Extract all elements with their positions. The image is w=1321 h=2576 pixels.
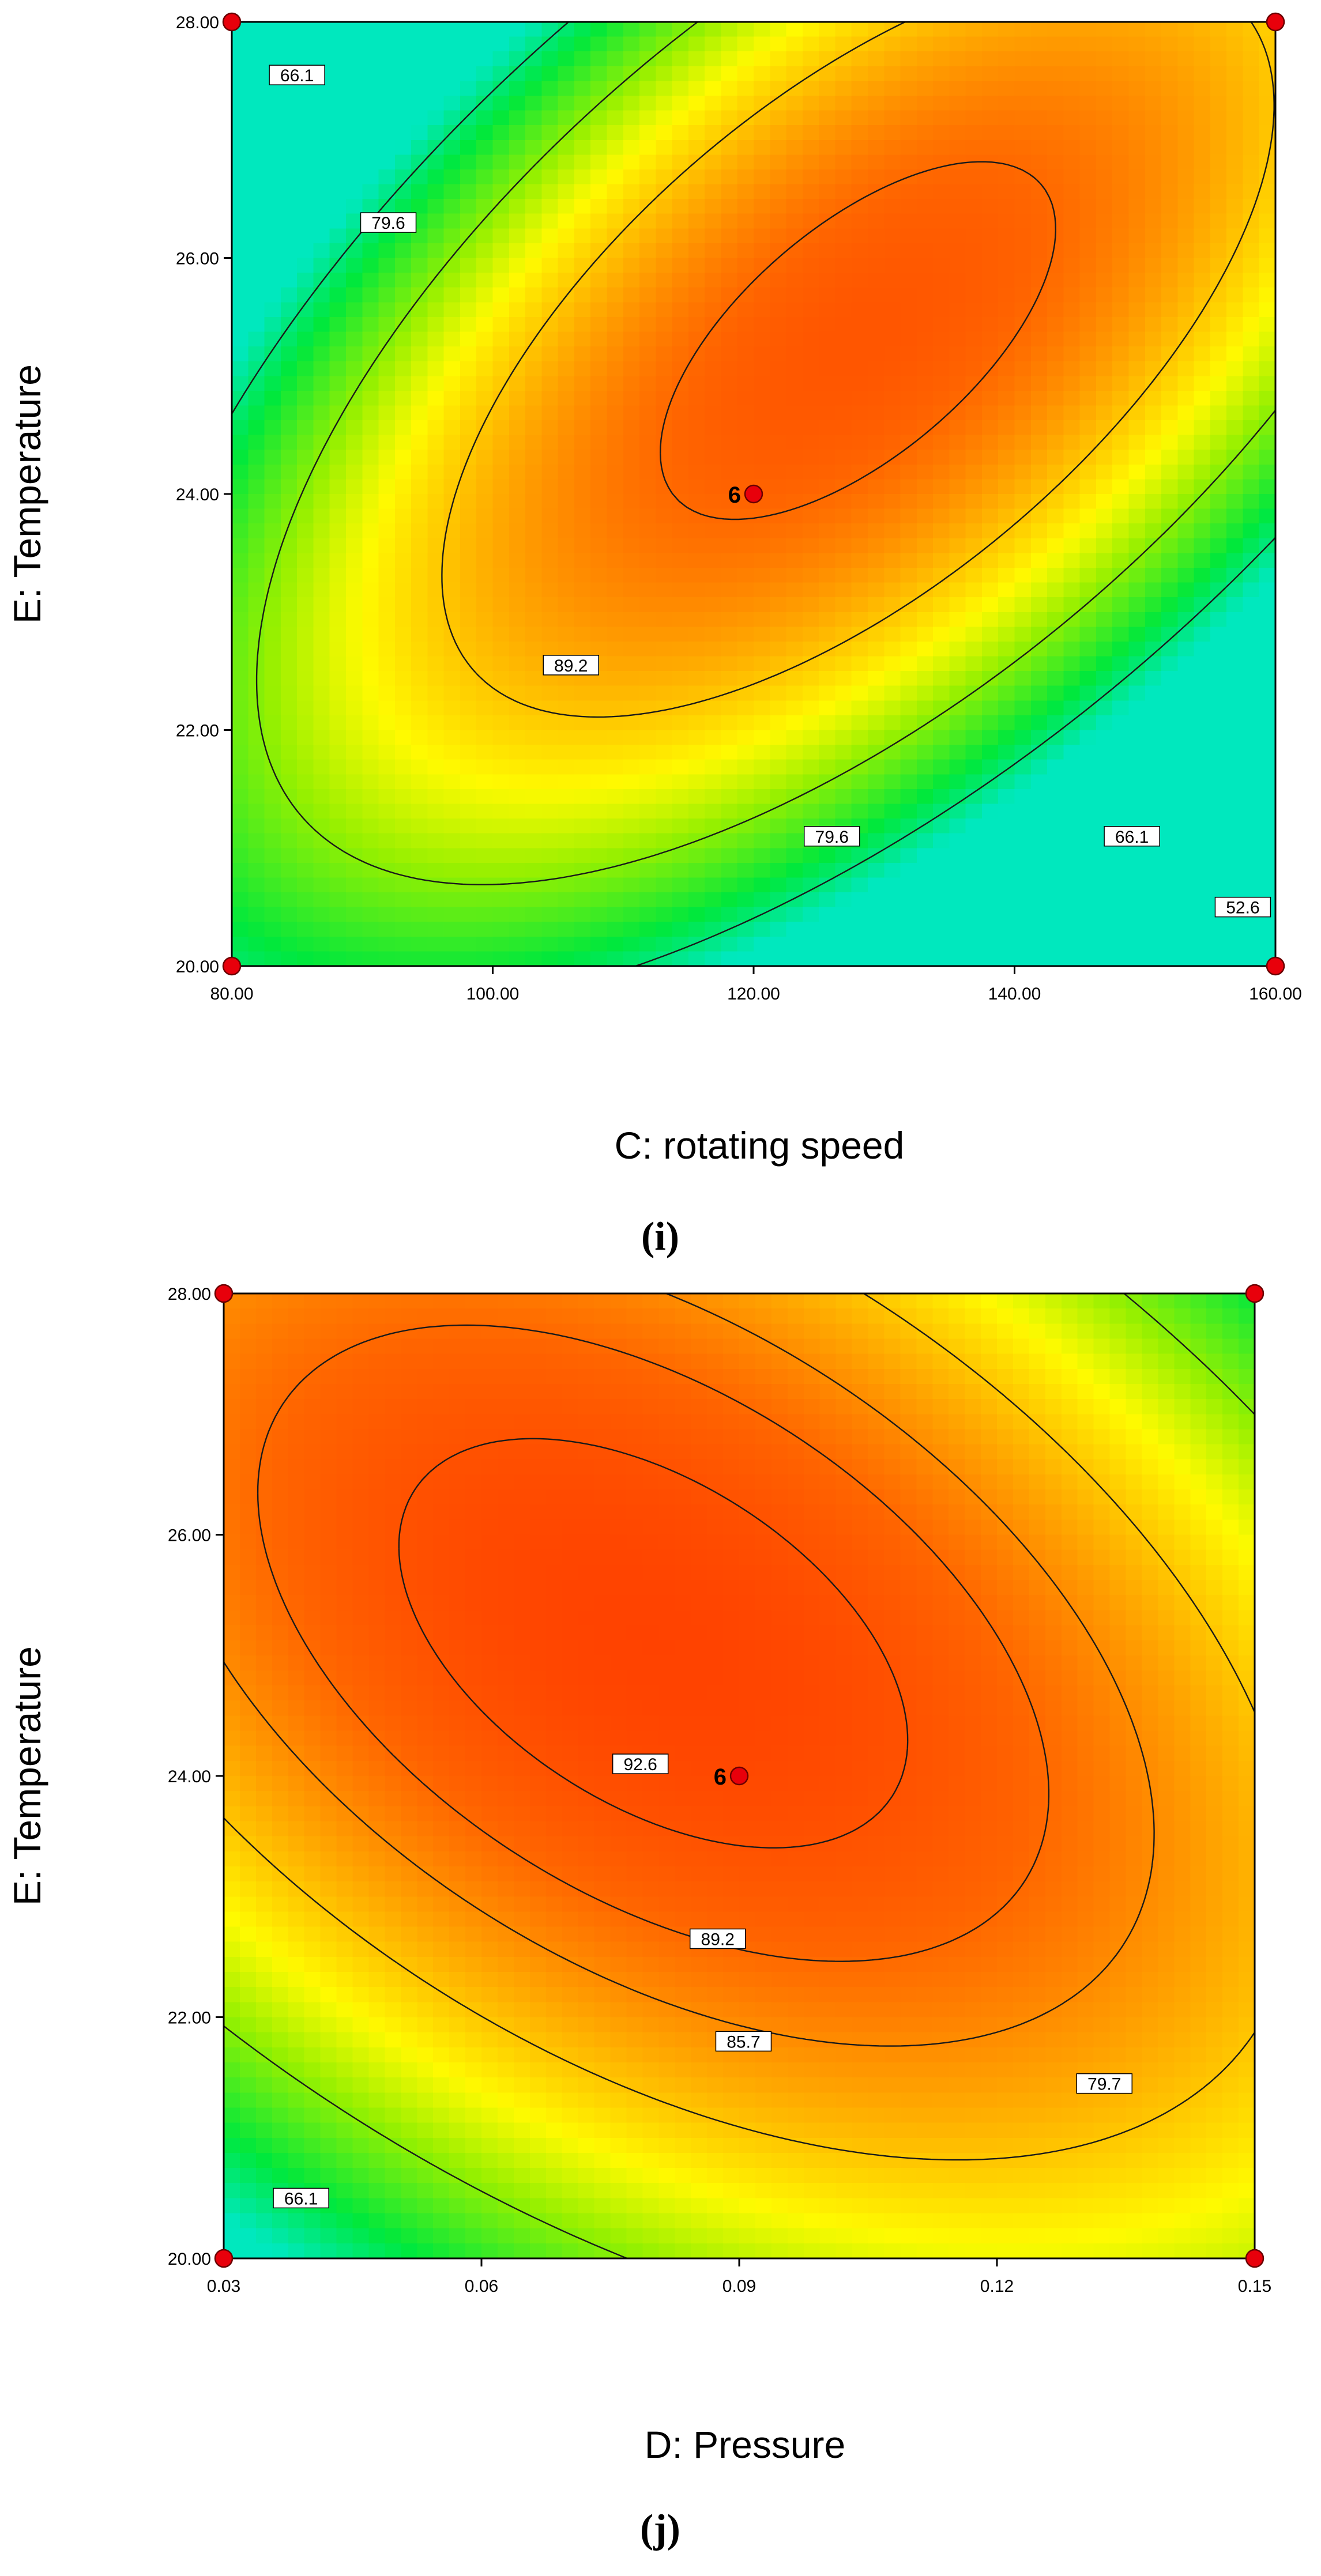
svg-text:89.2: 89.2 <box>701 1930 735 1949</box>
x-tick-label: 100.00 <box>466 985 520 1004</box>
design-point <box>744 484 763 504</box>
design-point <box>1245 1284 1264 1303</box>
panel-label: (i) <box>641 1215 679 1259</box>
y-tick-label: 26.00 <box>176 250 219 269</box>
y-tick-label: 20.00 <box>168 2250 211 2269</box>
y-tick-label: 24.00 <box>168 1767 211 1786</box>
contour-line-79.7 <box>224 1293 1255 2161</box>
y-axis-label: E: Temperature <box>6 1646 48 1906</box>
contour-value-label: 79.6 <box>804 826 860 847</box>
contour-value-label: 66.1 <box>1104 826 1160 847</box>
contour-line-79.6 <box>441 22 1275 718</box>
x-tick-label: 80.00 <box>210 985 253 1004</box>
contour-value-label: 66.1 <box>273 2187 329 2208</box>
design-point <box>222 12 242 32</box>
x-axis-label: C: rotating speed <box>615 1124 905 1167</box>
svg-text:66.1: 66.1 <box>284 2189 318 2208</box>
y-tick-label: 22.00 <box>168 2009 211 2028</box>
center-point-count: 6 <box>728 482 741 508</box>
x-tick-label: 0.12 <box>980 2277 1014 2296</box>
y-tick-label: 20.00 <box>176 957 219 976</box>
x-tick-label: 140.00 <box>988 985 1041 1004</box>
contour-line-66.1 <box>255 22 1275 885</box>
y-tick-label: 28.00 <box>176 13 219 32</box>
contour-line-89.2 <box>257 1324 1050 1962</box>
svg-text:52.6: 52.6 <box>1226 899 1259 918</box>
y-tick-label: 28.00 <box>168 1285 211 1304</box>
x-tick-label: 0.03 <box>207 2277 240 2296</box>
svg-text:66.1: 66.1 <box>280 66 314 85</box>
center-point-count: 6 <box>714 1764 727 1790</box>
contour-value-label: 52.6 <box>1214 896 1271 918</box>
contour-value-label: 66.1 <box>269 65 325 85</box>
svg-text:79.7: 79.7 <box>1087 2075 1121 2094</box>
contour-line-66.1 <box>224 1293 1255 2258</box>
svg-text:92.6: 92.6 <box>623 1755 657 1774</box>
x-tick-label: 120.00 <box>727 985 780 1004</box>
svg-text:79.6: 79.6 <box>371 214 405 233</box>
y-tick-label: 26.00 <box>168 1526 211 1545</box>
contour-value-label: 92.6 <box>612 1753 669 1774</box>
contour-value-label: 89.2 <box>543 655 599 676</box>
contour-lines <box>224 1293 1255 2258</box>
contour-line-89.2 <box>660 161 1056 521</box>
contour-value-label: 79.7 <box>1076 2073 1132 2094</box>
contour-panel-i: 80.00 100.00 120.00 140.00 160.00 20.00 22.00 2… <box>6 12 1302 1259</box>
svg-text:66.1: 66.1 <box>1115 828 1149 847</box>
y-tick-label: 24.00 <box>176 485 219 504</box>
y-tick-label: 22.00 <box>176 722 219 741</box>
x-tick-label: 0.15 <box>1238 2277 1271 2296</box>
design-point <box>1266 12 1285 32</box>
contour-value-label: 85.7 <box>715 2031 772 2051</box>
x-tick-label: 160.00 <box>1249 985 1302 1004</box>
design-point <box>222 956 242 976</box>
svg-text:89.2: 89.2 <box>554 657 588 676</box>
contour-value-label: 79.6 <box>360 212 417 233</box>
x-tick-label: 0.06 <box>465 2277 498 2296</box>
design-point <box>729 1766 749 1786</box>
design-point <box>214 2249 234 2268</box>
contour-panel-j: 0.03 0.06 0.09 0.12 0.15 20.00 22.00 24.00 26.00… <box>6 1284 1271 2551</box>
y-axis-label: E: Temperature <box>6 364 48 624</box>
x-axis-label: D: Pressure <box>645 2423 845 2466</box>
svg-text:85.7: 85.7 <box>727 2032 760 2051</box>
design-point <box>214 1284 234 1303</box>
contour-line-85.7 <box>224 1293 1155 2047</box>
contour-line-92.6 <box>398 1438 909 1849</box>
svg-text:79.6: 79.6 <box>815 828 849 847</box>
design-point <box>1266 956 1285 976</box>
panel-label: (j) <box>640 2507 680 2551</box>
contour-value-label: 89.2 <box>690 1928 746 1949</box>
x-tick-label: 0.09 <box>722 2277 756 2296</box>
design-point <box>1245 2249 1264 2268</box>
